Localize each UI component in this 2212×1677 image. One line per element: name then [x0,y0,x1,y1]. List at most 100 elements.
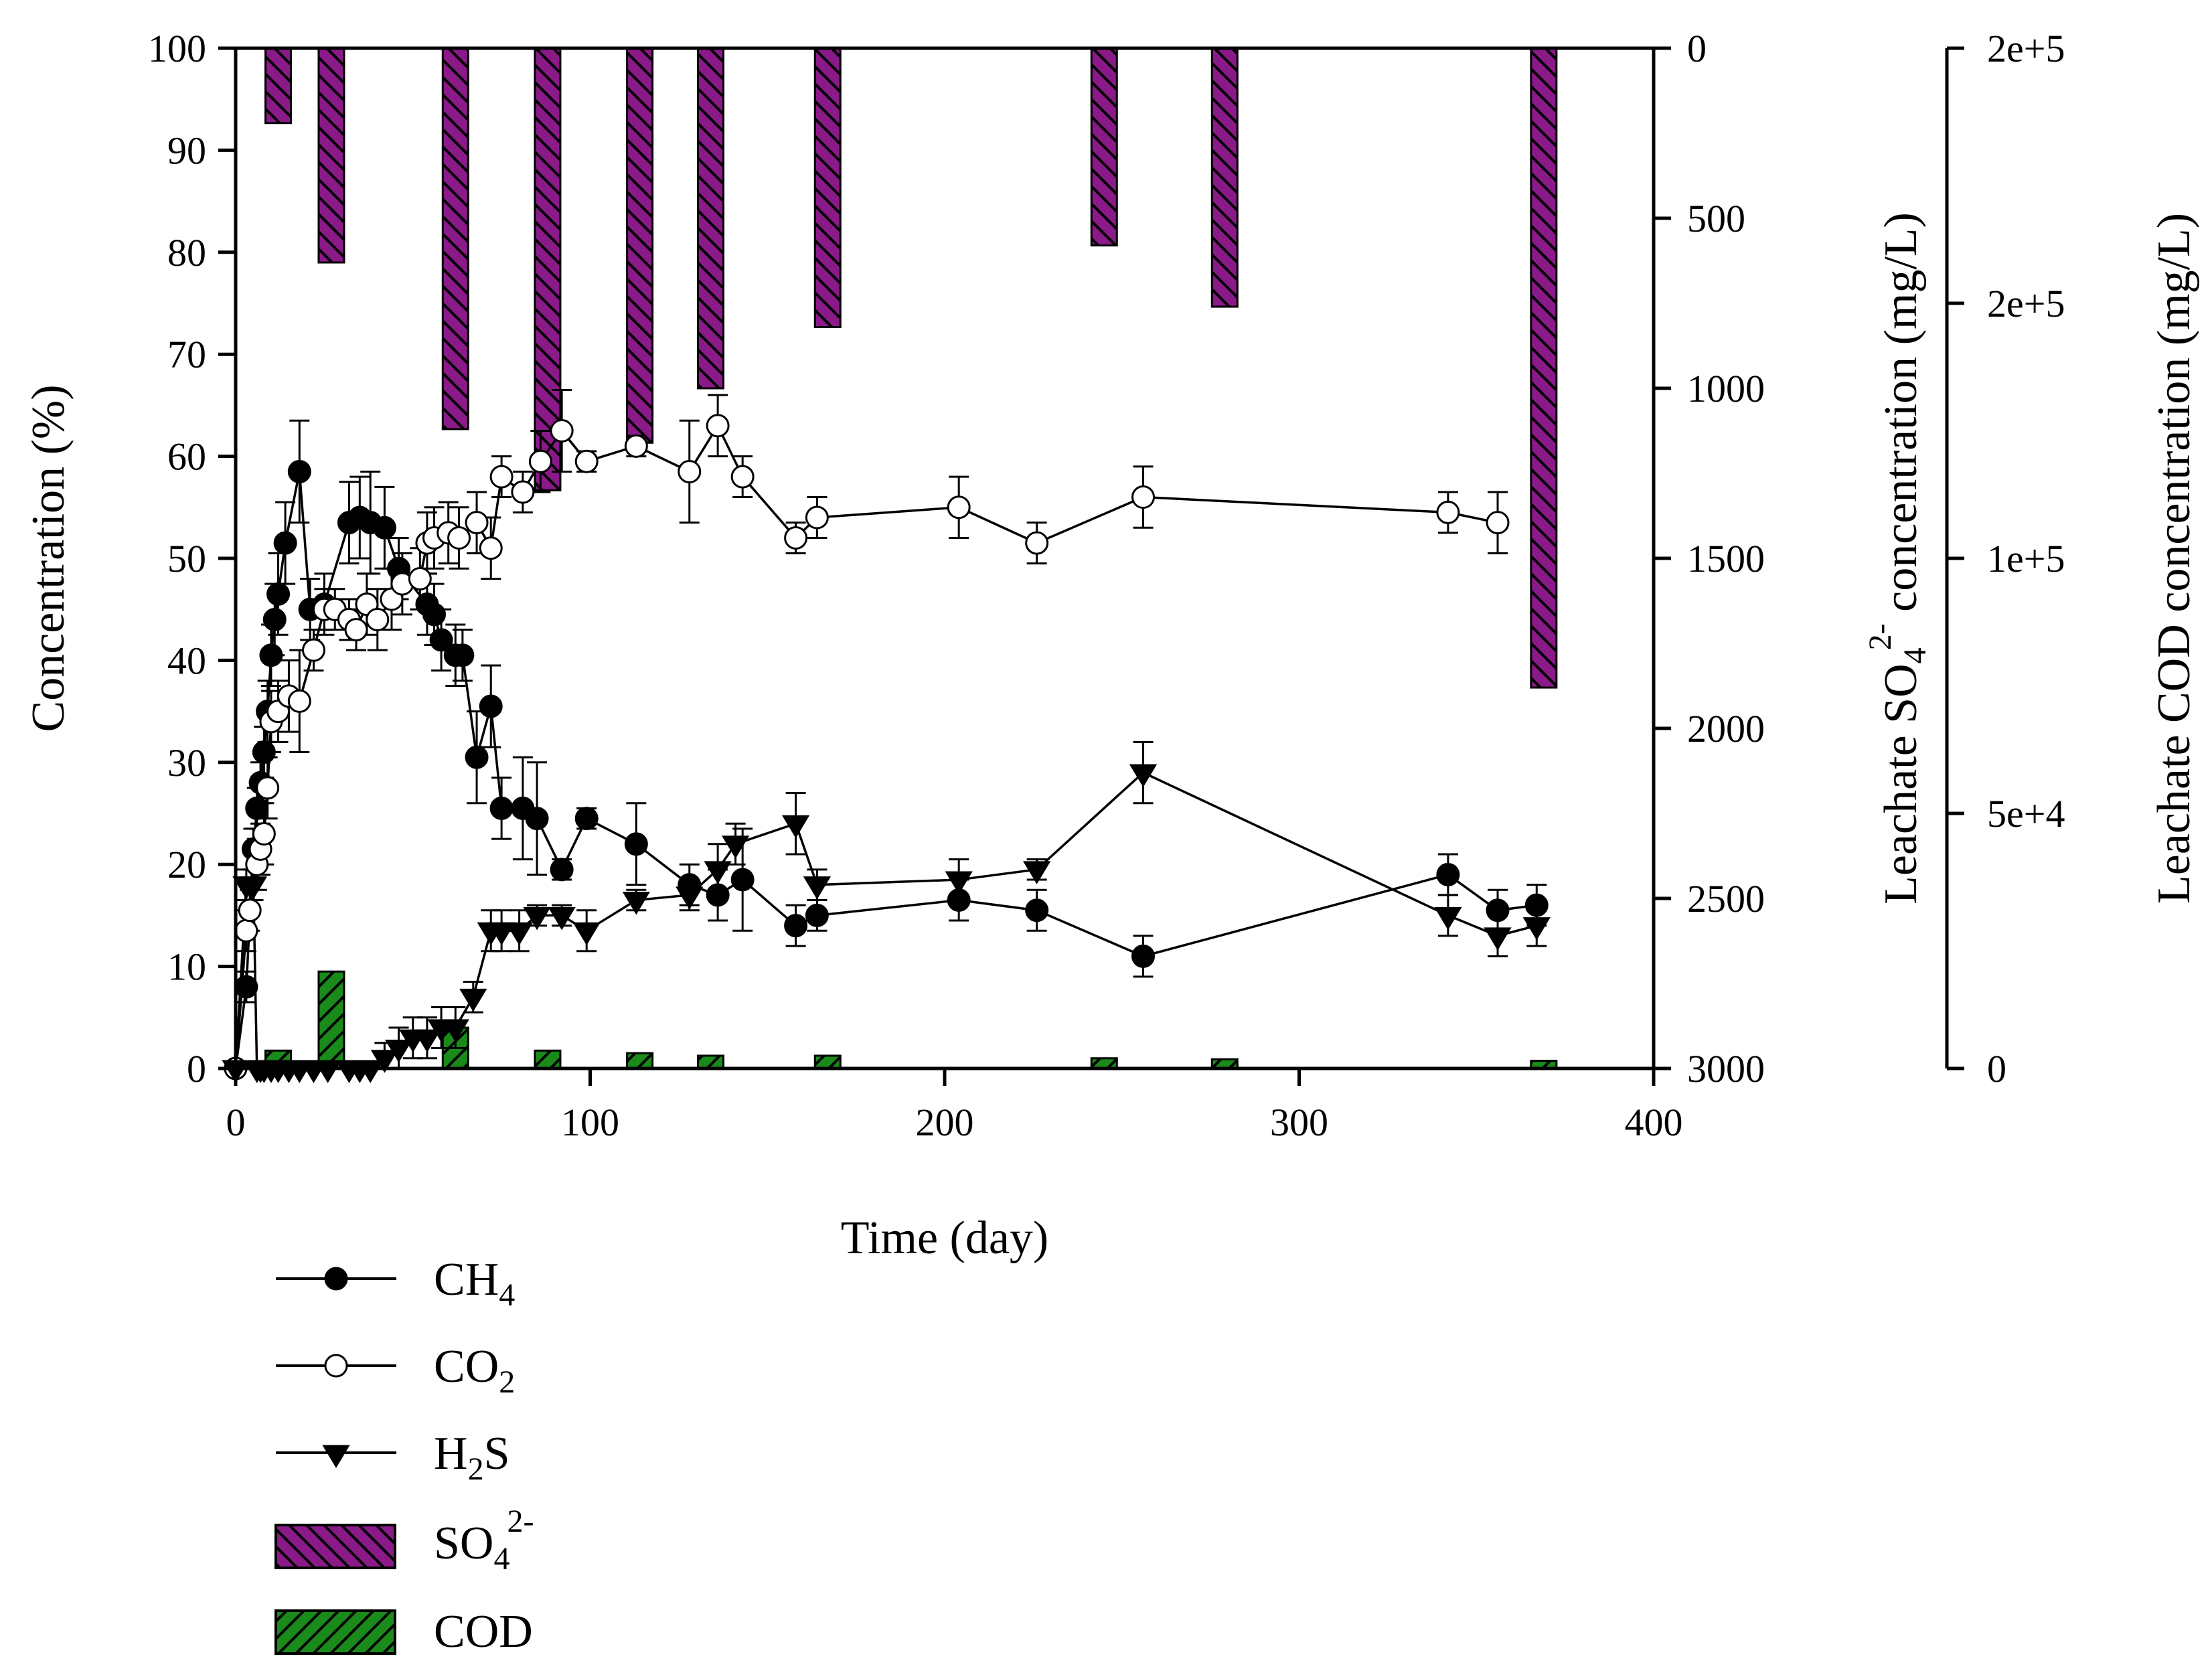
legend-co2-sub: 2 [499,1364,515,1400]
ch4-point [287,459,311,483]
ch4-point [262,607,287,631]
y3-tick-label: 0 [1987,1047,2006,1091]
cod-bar [534,1049,562,1070]
legend-so4-swatch [274,1524,396,1569]
so4-bar [441,47,469,430]
co2-point [479,536,503,560]
co2-point [408,566,432,590]
y2-tick-label: 0 [1687,27,1707,70]
y-tick-label: 90 [167,129,206,172]
h2s-point [1522,917,1551,941]
co2-point [301,638,325,662]
so4-bar [264,47,293,125]
ch4-point [730,868,755,892]
x-tick-label: 300 [1270,1101,1328,1144]
h2s-point [459,988,487,1012]
h2s-point [239,876,268,900]
x-tick-label: 100 [561,1101,619,1144]
legend-h2s-marker [322,1445,350,1468]
data-markers [222,414,1551,1083]
h2s-point [523,906,551,931]
legend-h2s-label: H2S [434,1428,510,1487]
co2-point [706,414,730,438]
legend-h2s-tail: S [484,1428,510,1480]
ch4-point [372,515,396,540]
y2-tick-label: 1500 [1687,537,1765,580]
ch4-point [784,914,808,938]
h2s-point [572,922,601,946]
legend-item-co2: CO2 [276,1341,515,1400]
legend-so4-main: SO [434,1518,493,1569]
legend-h2s-sub: 2 [468,1451,484,1487]
ch4-point [266,582,291,606]
co2-point [574,449,599,473]
co2-line [234,423,1498,1069]
legend-co2-label: CO2 [434,1341,515,1400]
cod-bar [813,1054,842,1070]
cod-bar [697,1054,725,1070]
y3-axis-title: Leachate COD concentration (mg/L) [2148,213,2200,904]
co2-point [252,821,276,846]
h2s-point [548,906,576,931]
so4-bar [1530,47,1558,689]
y-axis-title: Concentration (%) [23,385,74,732]
cod-bar [626,1052,654,1070]
co2-point [550,419,574,443]
co2-point [344,618,368,642]
so4-bar [813,47,842,329]
y-tick-label: 50 [167,537,206,580]
y-tick-label: 0 [187,1047,206,1091]
h2s-point [803,876,832,900]
y-tick-label: 10 [167,945,206,989]
ch4-point [234,975,258,999]
x-axis-title: Time (day) [841,1212,1048,1264]
data-lines [234,389,1547,1070]
y2-title-sub: 4 [1897,647,1933,663]
y-tick-label: 60 [167,435,206,479]
h2s-point [487,922,516,946]
y2-tick-label: 500 [1687,197,1745,240]
h2s-point [370,1050,399,1073]
ch4-point [1524,893,1549,917]
legend-co2-marker [324,1354,348,1378]
co2-point [238,898,262,923]
ch4-point [429,628,453,652]
legend-h2s-main: H [434,1428,468,1480]
co2-point [784,526,808,550]
ch4-point [550,858,574,882]
ch4-point [479,694,503,718]
ch4-point [1486,898,1510,923]
co2-point [256,776,280,800]
ch4-point [1131,944,1156,968]
h2s-point [704,861,732,884]
y2-tick-label: 3000 [1687,1047,1765,1091]
h2s-point [1023,861,1051,884]
co2-point [1486,511,1510,535]
co2-point [287,689,311,713]
x-tick-label: 0 [226,1101,246,1144]
so4-bars [264,47,1558,689]
y2-tick-label: 1000 [1687,367,1765,410]
x-tick-label: 400 [1625,1101,1683,1144]
h2s-point [441,1019,469,1042]
so4-bar [626,47,654,444]
y-tick-label: 80 [167,231,206,274]
h2s-point [945,871,973,894]
co2-point [528,449,552,473]
so4-bar [317,47,345,264]
ch4-point [805,903,829,927]
legend-ch4-main: CH [434,1254,499,1305]
ch4-point [574,807,599,831]
co2-point [366,607,390,631]
y-tick-label: 30 [167,741,206,785]
ch4-point [624,832,648,856]
cod-bar [317,970,345,1070]
y-tick-label: 70 [167,333,206,376]
co2-point [1436,500,1460,524]
ch4-point [259,643,283,667]
h2s-point [721,835,750,859]
ch4-point [465,745,489,769]
ch4-point [245,796,269,820]
y2-axis-title: Leachate SO42- concentration (mg/L) [1863,212,1933,904]
